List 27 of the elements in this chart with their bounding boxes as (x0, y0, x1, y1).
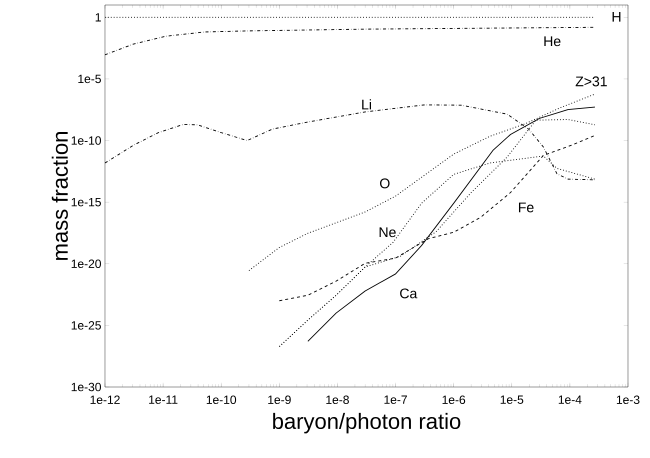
annotation: H (612, 12, 620, 22)
x-tick-label: 1e-5 (500, 396, 524, 404)
y-tick-label: 1e-15 (72, 198, 101, 206)
x-tick-label: 1e-7 (384, 396, 407, 404)
annotation: O (380, 178, 390, 188)
annotation: Z>31 (576, 76, 607, 86)
x-tick-label: 1e-6 (442, 396, 466, 404)
annotation: Fe (518, 202, 534, 212)
y-tick-label: 1e-5 (78, 74, 101, 84)
x-tick-label: 1e-12 (90, 396, 120, 404)
x-tick-label: 1e-8 (326, 396, 349, 404)
x-tick-label: 1e-4 (558, 396, 582, 404)
x-tick-label: 1e-3 (616, 396, 640, 404)
annotation: He (544, 36, 560, 46)
x-axis-title: baryon/photon ratio (273, 412, 460, 434)
annotation: Ne (380, 227, 396, 238)
y-tick-label: 1e-20 (72, 260, 101, 268)
y-tick-label: 1e-10 (72, 136, 101, 145)
annotation: Li (362, 99, 371, 110)
annotation: Ca (400, 288, 418, 298)
x-tick-label: 1e-9 (268, 396, 291, 404)
y-tick-label: 1 (96, 13, 101, 22)
y-axis-title: mass fraction (52, 132, 68, 260)
y-tick-label: 1e-25 (72, 321, 101, 330)
x-tick-label: 1e-11 (149, 396, 178, 404)
y-tick-label: 1e-30 (72, 382, 101, 392)
x-tick-label: 1e-10 (206, 396, 236, 404)
